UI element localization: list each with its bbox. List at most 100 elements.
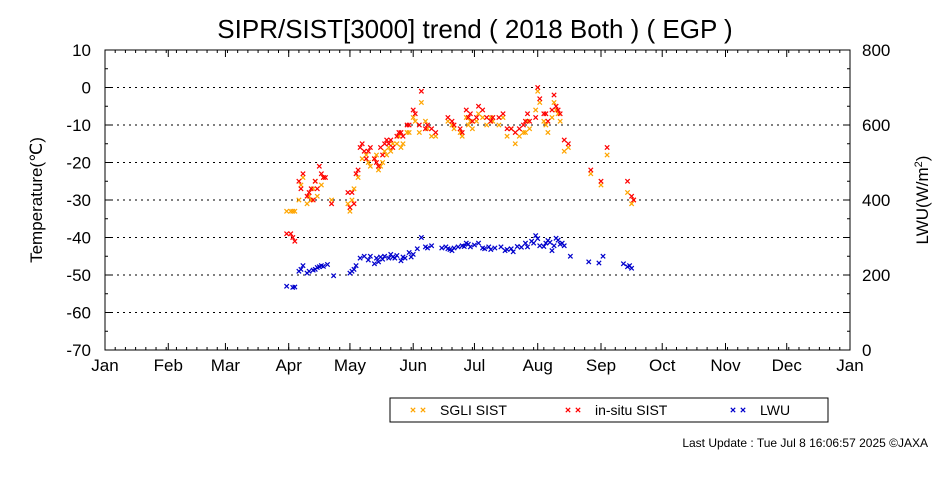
in-situ-sist-point: [533, 114, 539, 121]
in-situ-sist-point: [549, 107, 555, 113]
in-situ-sist-point: [361, 148, 367, 154]
in-situ-sist-point: [541, 111, 547, 117]
lwu-point: [375, 259, 382, 265]
x-tick-label: Dec: [772, 356, 803, 375]
lwu-point: [522, 240, 529, 246]
sgli-sist-point: [384, 152, 390, 158]
in-situ-sist-point: [308, 186, 314, 192]
sgli-sist-point: [288, 208, 294, 214]
in-situ-sist-point: [624, 178, 631, 184]
x-tick-label: Jun: [399, 356, 426, 375]
sgli-sist-point: [520, 129, 527, 136]
in-situ-sist-point: [516, 126, 522, 132]
lwu-point: [467, 244, 473, 250]
in-situ-sist-point: [433, 129, 439, 136]
in-situ-sist-point: [512, 129, 518, 136]
y2-tick-label: 0: [862, 341, 871, 360]
y-tick-label: -70: [66, 341, 91, 360]
in-situ-sist-point: [304, 193, 310, 199]
x-tick-label: Oct: [649, 356, 676, 375]
sgli-sist-point: [604, 152, 610, 158]
x-tick-label: Sep: [586, 356, 616, 375]
in-situ-sist-point: [508, 126, 514, 132]
sgli-sist-point: [624, 189, 631, 196]
in-situ-sist-point: [375, 163, 382, 169]
x-axis: Jan Feb Mar Apr May Jun Jul Aug Sep Oct Nov Dec Jan: [91, 50, 864, 375]
lwu-point: [535, 236, 541, 242]
lwu-point: [620, 261, 627, 267]
in-situ-sist-point: [296, 178, 302, 184]
y2-axis-label: LWU(W/m2): [913, 156, 932, 245]
sgli-sist-point: [522, 129, 529, 136]
legend-marker: [420, 407, 426, 413]
sgli-sist-point: [463, 114, 469, 121]
sgli-sist-point: [290, 208, 296, 214]
lwu-point: [524, 244, 531, 250]
y-tick-label: 0: [82, 79, 91, 98]
sgli-sist-point: [561, 148, 567, 154]
sgli-sist-point: [416, 129, 422, 136]
in-situ-sist-point: [537, 96, 543, 102]
lwu-point: [320, 263, 327, 269]
lwu-point: [586, 259, 592, 265]
in-situ-sist-point: [347, 204, 353, 211]
in-situ-sist-point: [488, 118, 494, 124]
lwu-point: [353, 263, 359, 269]
sgli-sist-point: [308, 197, 314, 203]
in-situ-sist-point: [288, 231, 294, 237]
sgli-sist-point: [526, 126, 533, 132]
lwu-point: [394, 252, 400, 259]
sgli-sist-point: [398, 144, 404, 151]
in-situ-sist-point: [457, 126, 463, 132]
sgli-sist-point: [400, 141, 406, 147]
lwu-point: [482, 246, 488, 252]
lwu-point: [537, 243, 543, 249]
lwu-point: [361, 253, 367, 259]
lwu-point: [518, 244, 525, 250]
in-situ-sist-point: [520, 122, 527, 128]
sgli-sist-point: [355, 174, 361, 181]
sgli-sist-point: [524, 118, 531, 124]
y-axis-left: 10 0 -10 -20 -30 -40 -50 -60 -70: [66, 41, 850, 360]
lwu-point: [596, 260, 602, 266]
in-situ-sist-point: [418, 88, 424, 94]
legend-label: in-situ SIST: [595, 402, 668, 418]
lwu-point: [600, 253, 606, 259]
lwu-point: [492, 245, 498, 251]
lwu-point: [367, 253, 373, 259]
in-situ-sist-point: [526, 118, 533, 124]
in-situ-sist-point: [388, 137, 394, 143]
legend: SGLI SIST in-situ SIST LWU: [389, 397, 829, 423]
y-axis-right: 800 600 400 200 0: [862, 41, 890, 360]
lwu-point: [386, 255, 392, 261]
y-tick-label: -40: [66, 229, 91, 248]
lwu-point: [439, 245, 445, 251]
in-situ-sist-point: [349, 189, 355, 196]
in-situ-sist-point: [524, 111, 531, 117]
in-situ-sist-point: [557, 111, 563, 117]
in-situ-sist-point: [390, 144, 396, 151]
x-tick-label: Jul: [464, 356, 486, 375]
in-situ-sist-point: [328, 201, 335, 207]
lwu-point: [628, 265, 635, 271]
in-situ-sist-point: [314, 186, 320, 192]
lwu-point: [471, 242, 478, 248]
sgli-sist-point: [365, 159, 371, 166]
in-situ-sist-point: [284, 231, 290, 237]
legend-label: LWU: [760, 402, 790, 418]
lwu-point: [508, 246, 514, 252]
in-situ-sist-point: [320, 174, 327, 181]
lwu-point: [330, 273, 337, 279]
in-situ-sist-point: [555, 107, 561, 113]
sgli-sist-point: [304, 201, 310, 207]
in-situ-sist-point: [565, 141, 571, 147]
in-situ-sist-point: [561, 137, 567, 143]
sgli-sist-point: [418, 99, 424, 106]
lwu-point: [533, 233, 539, 239]
sgli-sist-point: [318, 182, 324, 188]
lwu-point: [306, 268, 312, 274]
data-points: [284, 84, 637, 290]
sgli-sist-point: [296, 197, 302, 203]
sgli-sist-point: [345, 201, 351, 207]
